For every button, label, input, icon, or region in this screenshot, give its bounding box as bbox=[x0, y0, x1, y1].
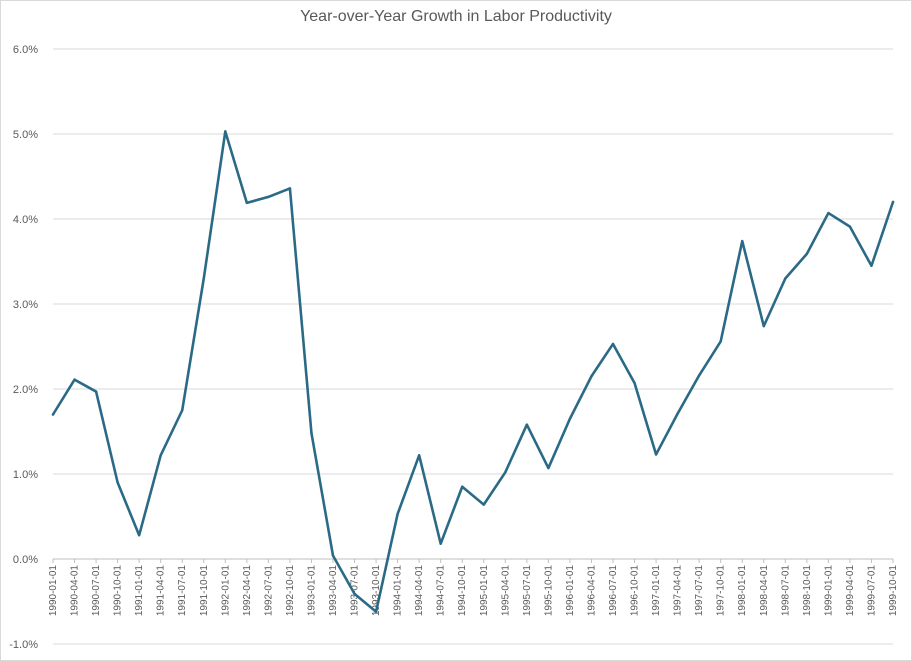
x-tick-label: 1994-01-01 bbox=[393, 565, 404, 617]
data-point bbox=[439, 542, 442, 545]
data-point bbox=[73, 378, 76, 381]
x-tick-label: 1990-10-01 bbox=[113, 565, 124, 617]
data-point bbox=[267, 195, 270, 199]
data-point bbox=[137, 534, 141, 537]
x-tick-label: 1993-01-01 bbox=[306, 565, 317, 617]
data-point bbox=[94, 390, 98, 393]
x-tick-label: 1998-10-01 bbox=[802, 565, 813, 617]
x-tick-label: 1996-10-01 bbox=[630, 565, 641, 617]
x-tick-label: 1993-10-01 bbox=[371, 565, 382, 617]
data-point bbox=[310, 432, 313, 435]
data-point bbox=[719, 340, 722, 343]
data-point bbox=[741, 239, 744, 243]
data-point bbox=[461, 485, 464, 488]
data-point bbox=[848, 225, 852, 228]
data-point bbox=[116, 481, 119, 484]
x-tick-label: 1998-01-01 bbox=[737, 565, 748, 617]
data-point bbox=[396, 512, 399, 516]
x-tick-label: 1994-07-01 bbox=[436, 565, 447, 617]
x-tick-label: 1990-04-01 bbox=[70, 565, 81, 617]
y-tick-label: 2.0% bbox=[13, 384, 38, 396]
x-tick-label: 1993-07-01 bbox=[350, 565, 361, 617]
x-tick-label: 1992-10-01 bbox=[285, 565, 296, 617]
x-tick-label: 1999-04-01 bbox=[845, 565, 856, 617]
data-point bbox=[676, 412, 679, 415]
gridlines bbox=[53, 48, 893, 645]
x-tick-label: 1995-10-01 bbox=[543, 565, 554, 617]
data-point bbox=[697, 374, 701, 377]
x-tick-label: 1990-01-01 bbox=[48, 565, 59, 617]
data-point bbox=[159, 454, 162, 457]
data-point bbox=[331, 554, 335, 557]
y-tick-label: 1.0% bbox=[13, 469, 38, 481]
x-tick-label: 1995-01-01 bbox=[479, 565, 490, 617]
data-point bbox=[827, 211, 830, 215]
data-point bbox=[504, 471, 507, 474]
x-tick-label: 1994-10-01 bbox=[457, 565, 468, 617]
data-point bbox=[482, 503, 485, 506]
x-tick-label: 1993-04-01 bbox=[328, 565, 339, 617]
x-tick-label: 1996-01-01 bbox=[565, 565, 576, 617]
data-point bbox=[181, 409, 184, 412]
series-line bbox=[51, 130, 895, 614]
y-tick-label: 6.0% bbox=[13, 44, 38, 56]
x-tick-label: 1998-04-01 bbox=[759, 565, 770, 617]
x-tick-label: 1992-04-01 bbox=[242, 565, 253, 617]
y-tick-label: 3.0% bbox=[13, 299, 38, 311]
data-point bbox=[525, 423, 529, 426]
data-point bbox=[654, 453, 658, 456]
x-tick-label: 1997-01-01 bbox=[651, 565, 662, 617]
y-tick-label: 0.0% bbox=[13, 554, 38, 566]
data-point bbox=[891, 200, 895, 204]
data-point bbox=[245, 201, 249, 205]
x-tick-label: 1999-01-01 bbox=[823, 565, 834, 617]
x-tick-label: 1992-01-01 bbox=[220, 565, 231, 617]
x-tick-label: 1995-07-01 bbox=[522, 565, 533, 617]
y-axis: -1.0% 0.0% 1.0% 2.0% 3.0% 4.0% 5.0% 6.0% bbox=[9, 44, 38, 651]
x-tick-label: 1992-07-01 bbox=[263, 565, 274, 617]
data-point bbox=[784, 277, 787, 280]
x-tick-label: 1997-07-01 bbox=[694, 565, 705, 617]
data-point bbox=[547, 466, 550, 470]
y-tick-label: 5.0% bbox=[13, 129, 38, 141]
x-tick-label: 1999-10-01 bbox=[888, 565, 899, 617]
x-tick-label: 1991-10-01 bbox=[199, 565, 210, 617]
x-tick-label: 1995-04-01 bbox=[500, 565, 511, 617]
x-tick-label: 1990-07-01 bbox=[91, 565, 102, 617]
data-point bbox=[374, 610, 378, 613]
x-tick-label: 1991-07-01 bbox=[177, 565, 188, 617]
x-tick-label: 1991-01-01 bbox=[134, 565, 145, 617]
y-tick-label: 4.0% bbox=[13, 214, 38, 226]
chart-title: Year-over-Year Growth in Labor Productiv… bbox=[300, 8, 612, 25]
data-point bbox=[288, 187, 292, 190]
data-point bbox=[805, 252, 809, 256]
x-tick-label: 1998-07-01 bbox=[780, 565, 791, 617]
y-tick-label: -1.0% bbox=[9, 639, 38, 651]
data-point bbox=[611, 342, 615, 346]
x-axis: 1990-01-01 1990-04-01 1990-07-01 1990-10-01… bbox=[48, 559, 899, 616]
x-tick-label: 1991-04-01 bbox=[156, 565, 167, 617]
data-point bbox=[590, 375, 593, 378]
data-point bbox=[870, 264, 873, 267]
x-tick-label: 1994-04-01 bbox=[414, 565, 425, 617]
x-tick-label: 1999-07-01 bbox=[866, 565, 877, 617]
x-tick-label: 1997-04-01 bbox=[673, 565, 684, 617]
x-tick-label: 1996-04-01 bbox=[586, 565, 597, 617]
data-point bbox=[568, 417, 572, 420]
data-point bbox=[633, 381, 636, 385]
data-point bbox=[224, 130, 227, 133]
data-point bbox=[417, 454, 421, 457]
data-point bbox=[762, 324, 765, 328]
data-point bbox=[202, 277, 205, 280]
data-point bbox=[353, 592, 356, 596]
data-point bbox=[51, 413, 55, 416]
x-tick-label: 1997-10-01 bbox=[716, 565, 727, 617]
x-tick-label: 1996-07-01 bbox=[608, 565, 619, 617]
series-layer bbox=[51, 130, 895, 614]
